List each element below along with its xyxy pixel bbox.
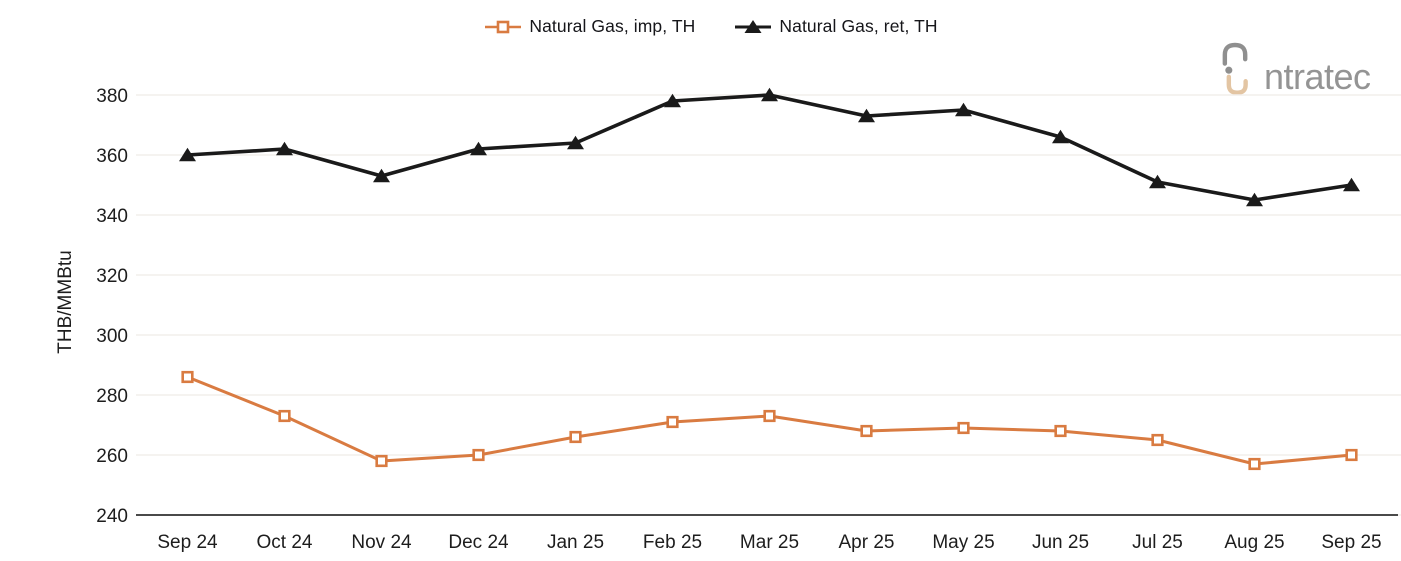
y-tick-label: 340 [96,206,128,227]
data-point-square-marker [1054,424,1067,438]
data-point-square-marker [278,409,291,423]
data-point-square-marker [1151,433,1164,447]
legend-open-square-marker-icon [485,19,522,35]
data-point-square-marker [1248,457,1261,471]
data-point-square-marker [957,421,970,435]
legend-item-natural-gas-imp[interactable]: Natural Gas, imp, TH [485,16,695,37]
chart-legend: Natural Gas, imp, TH Natural Gas, ret, T… [0,16,1401,37]
y-tick-label: 380 [96,86,128,107]
data-point-square-marker [472,448,485,462]
y-tick-label: 300 [96,326,128,347]
data-point-triangle-marker [470,141,487,156]
y-tick-label: 280 [96,386,128,407]
x-tick-label: Feb 25 [643,532,702,553]
x-tick-label: May 25 [932,532,994,553]
legend-item-natural-gas-ret[interactable]: Natural Gas, ret, TH [735,16,938,37]
intratec-logo-mark-icon [1216,40,1262,96]
x-tick-label: Oct 24 [257,532,313,553]
data-point-triangle-marker [664,93,681,108]
data-point-triangle-marker [1052,129,1069,144]
y-tick-label: 360 [96,146,128,167]
data-point-triangle-marker [955,102,972,117]
x-tick-label: Dec 24 [448,532,509,553]
legend-label-imp: Natural Gas, imp, TH [529,16,696,36]
data-point-square-marker [181,370,194,384]
y-tick-label: 260 [96,446,128,467]
x-tick-label: Jan 25 [547,532,604,553]
x-tick-label: Nov 24 [351,532,412,553]
intratec-logo: ntratec [1216,40,1371,96]
x-tick-label: Jul 25 [1132,532,1183,553]
data-point-triangle-marker [1246,192,1263,207]
x-tick-label: Sep 24 [157,532,218,553]
x-tick-label: Aug 25 [1224,532,1284,553]
legend-filled-triangle-marker-icon [735,19,772,35]
data-point-triangle-marker [761,87,778,102]
data-point-square-marker [860,424,873,438]
data-point-triangle-marker [276,141,293,156]
x-tick-label: Apr 25 [839,532,895,553]
data-point-triangle-marker [1343,177,1360,192]
intratec-logo-text: ntratec [1264,56,1371,97]
data-point-square-marker [666,415,679,429]
x-tick-label: Sep 25 [1321,532,1381,553]
data-point-triangle-marker [1149,174,1166,189]
x-tick-label: Mar 25 [740,532,799,553]
y-tick-label: 320 [96,266,128,287]
data-point-triangle-marker [179,147,196,162]
data-point-square-marker [763,409,776,423]
series-line-ret [185,93,1354,202]
x-tick-label: Jun 25 [1032,532,1089,553]
legend-label-ret: Natural Gas, ret, TH [779,16,938,36]
data-point-square-marker [1345,448,1358,462]
data-point-square-marker [375,454,388,468]
y-tick-label: 240 [96,506,128,527]
data-point-square-marker [569,430,582,444]
data-point-triangle-marker [567,135,584,150]
data-point-triangle-marker [373,168,390,183]
data-point-triangle-marker [858,108,875,123]
